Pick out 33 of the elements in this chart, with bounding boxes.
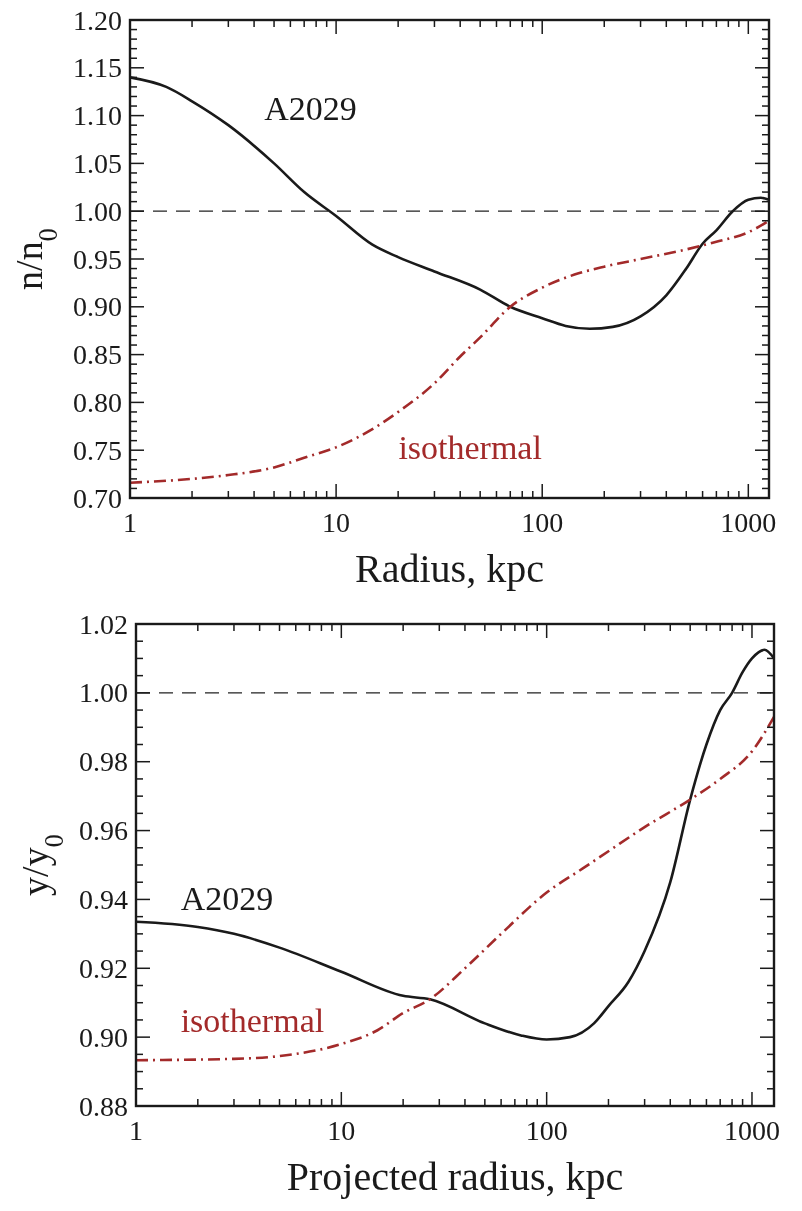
y-tick-label: 0.90: [79, 1021, 128, 1053]
x-tick-label: 10: [327, 1115, 356, 1146]
y-tick-label: 1.00: [73, 195, 122, 227]
y-tick-label: 0.92: [79, 952, 128, 984]
x-tick-label: 1: [123, 507, 137, 538]
y-tick-label: 0.88: [79, 1090, 128, 1122]
series-label: A2029: [264, 90, 357, 128]
y-tick-label: 0.90: [73, 291, 122, 323]
x-tick-label: 1000: [723, 1115, 780, 1146]
x-tick-label: 1000: [720, 507, 777, 538]
y-tick-label: 0.70: [73, 482, 122, 514]
y-tick-label: 0.94: [79, 883, 128, 915]
series-label: isothermal: [398, 428, 542, 466]
x-tick-label: 100: [525, 1115, 568, 1146]
y-tick-label: 1.10: [73, 100, 122, 132]
series-label: A2029: [180, 879, 274, 917]
y-tick-label: 0.75: [73, 434, 122, 466]
y-tick-label: 1.15: [73, 52, 122, 84]
x-tick-label: 10: [322, 507, 351, 538]
y-tick-label: 1.20: [73, 4, 122, 36]
x-axis-title: Radius, kpc: [355, 546, 544, 591]
y-tick-label: 0.96: [79, 815, 128, 847]
x-tick-label: 100: [521, 507, 564, 538]
y-tick-label: 1.02: [79, 608, 128, 640]
y-tick-label: 0.85: [73, 339, 122, 371]
y-tick-label: 0.98: [79, 746, 128, 778]
y-tick-label: 0.95: [73, 243, 122, 275]
y-tick-label: 1.05: [73, 147, 122, 179]
y-tick-label: 1.00: [79, 677, 128, 709]
x-axis-title: Projected radius, kpc: [286, 1154, 624, 1199]
series-label: isothermal: [180, 1001, 325, 1039]
x-tick-label: 1: [129, 1115, 143, 1146]
y-tick-label: 0.80: [73, 386, 122, 418]
